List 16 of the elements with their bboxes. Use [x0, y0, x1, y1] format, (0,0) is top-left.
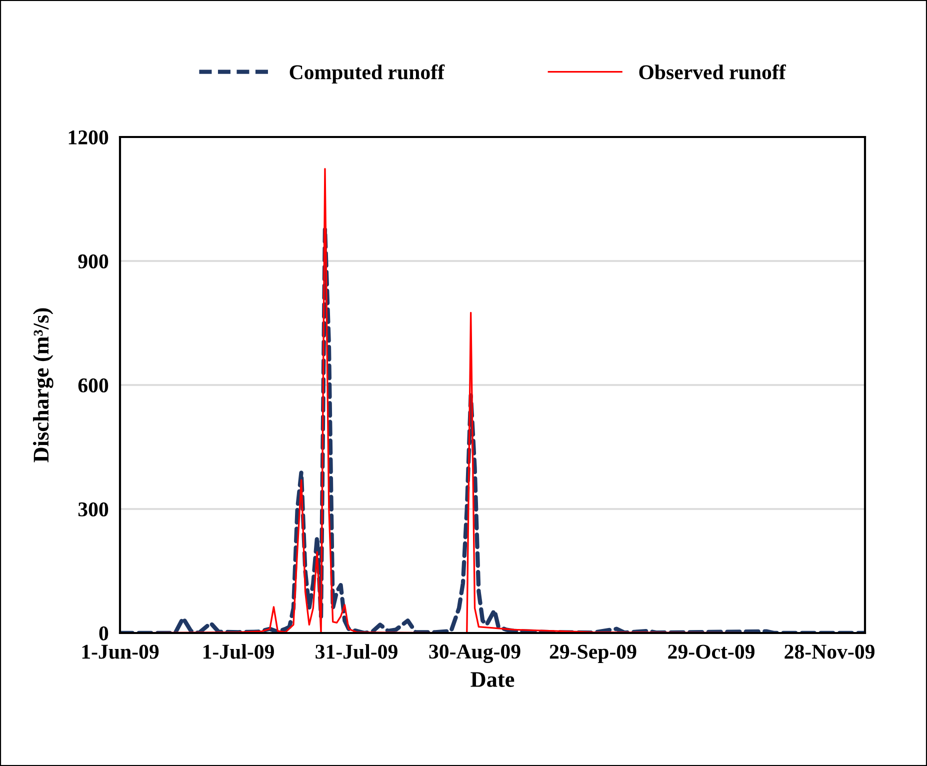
legend-label: Observed runoff	[639, 64, 786, 80]
x-tick-label: 29-Sep-09	[550, 644, 636, 664]
x-tick-label: 31-Jul-09	[316, 644, 398, 659]
legend-label: Computed runoff	[290, 64, 445, 84]
x-tick-label: 1-Jun-09	[82, 644, 159, 659]
x-tick-label: 29-Oct-09	[668, 644, 754, 659]
y-tick-label: 1200	[68, 130, 108, 144]
y-tick-label: 300	[78, 502, 108, 516]
x-axis-title: Date	[470, 672, 514, 687]
y-tick-label: 600	[78, 378, 108, 392]
y-tick-label: 0	[99, 626, 108, 640]
y-axis-title: Discharge (m³/s)	[33, 308, 54, 462]
x-tick-label: 30-Aug-09	[429, 644, 520, 664]
y-tick-label: 900	[78, 254, 108, 268]
x-tick-label: 28-Nov-09	[784, 644, 874, 659]
x-tick-label: 1-Jul-09	[203, 644, 274, 659]
